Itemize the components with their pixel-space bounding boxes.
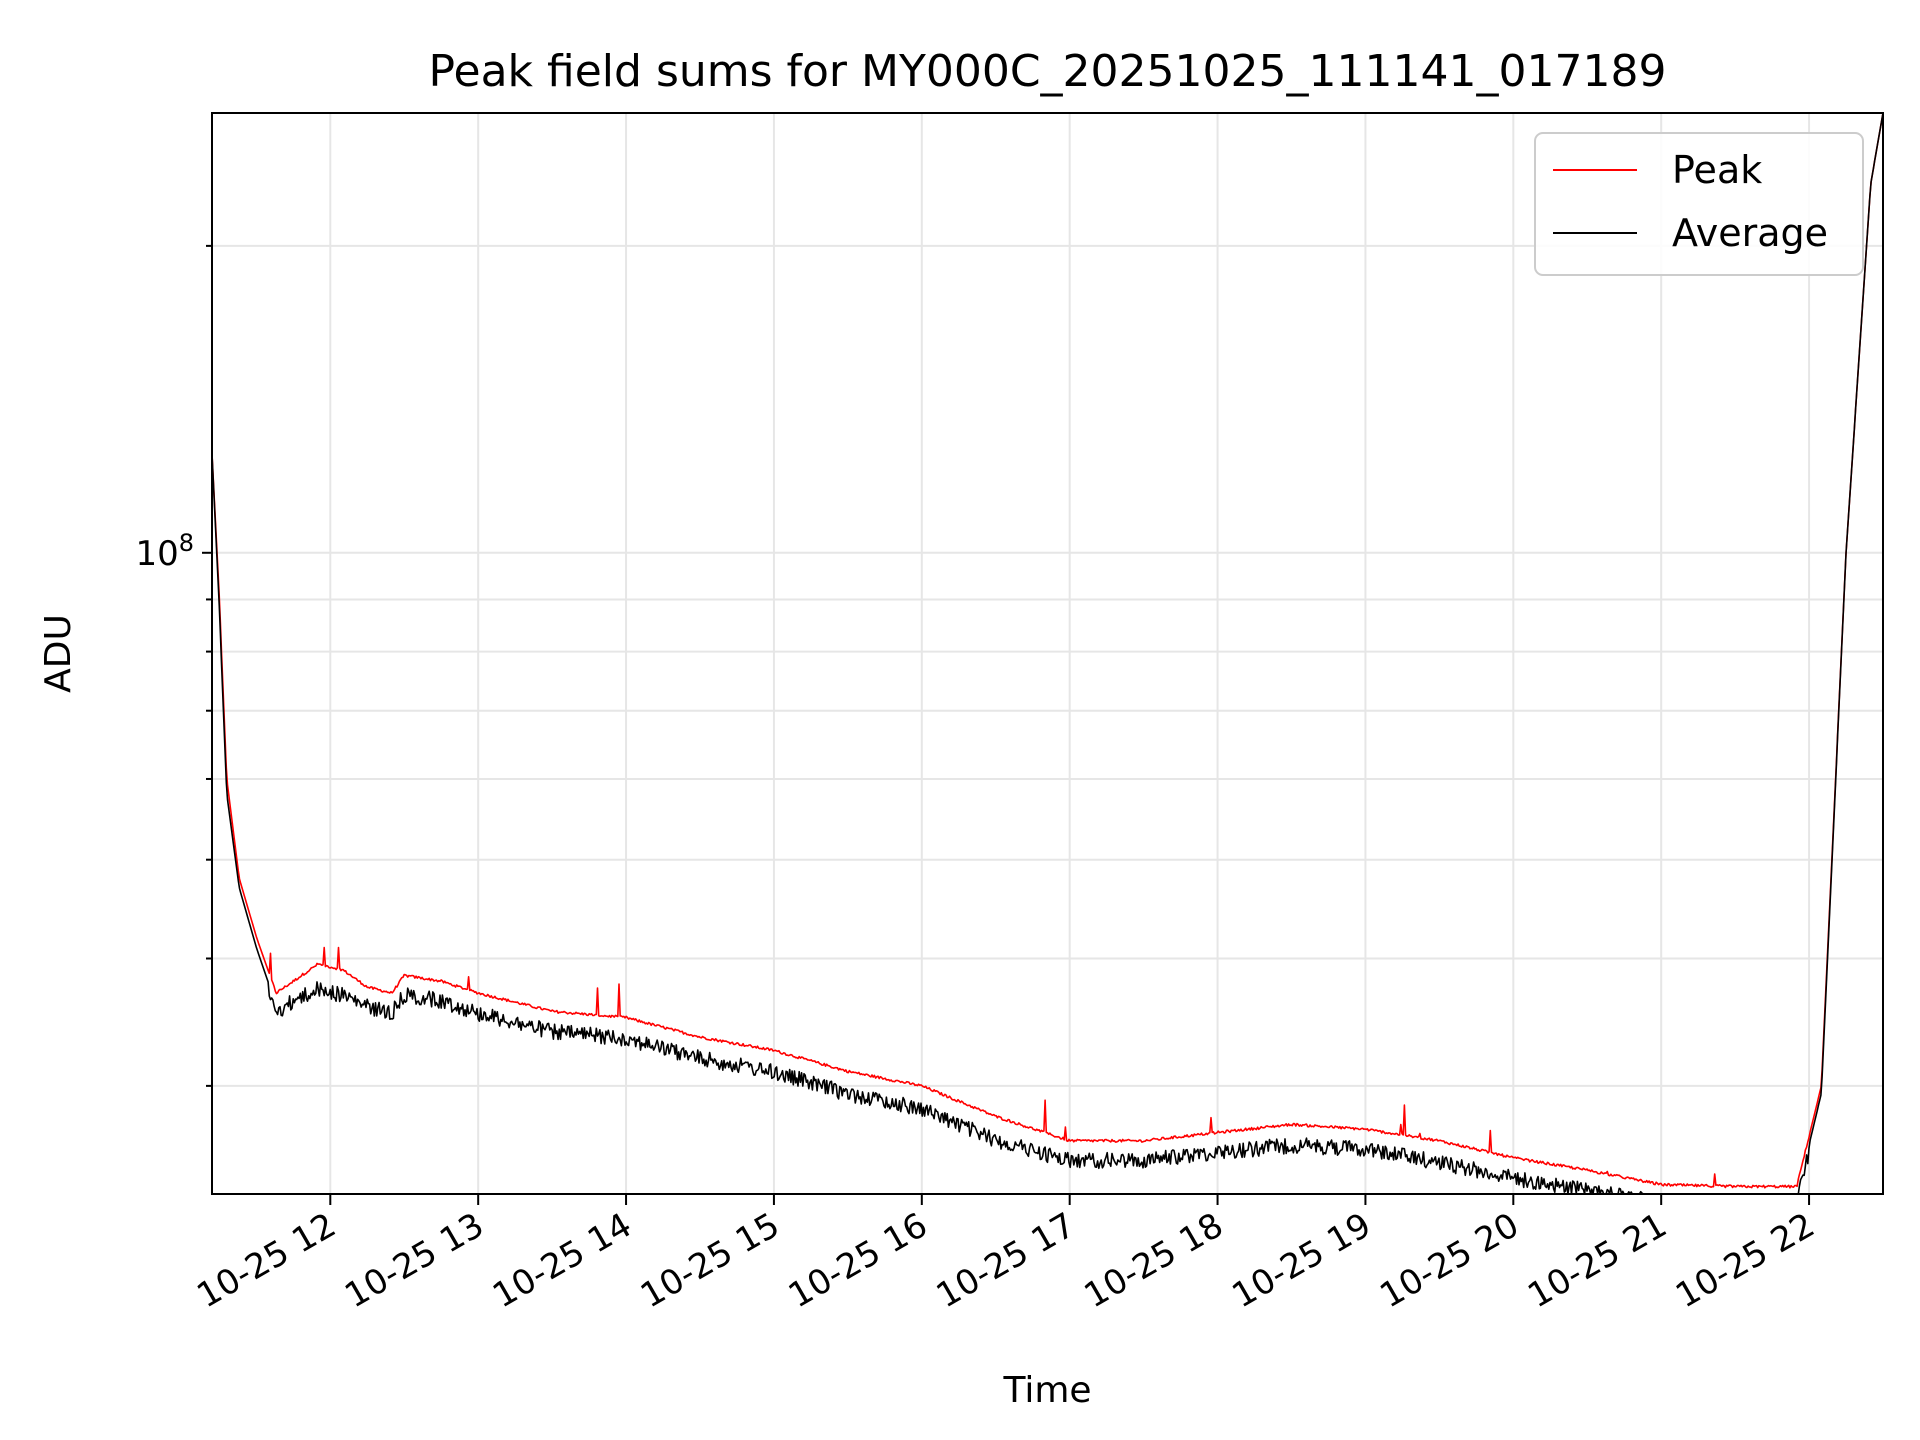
x-tick-label: 10-25 12 [190,1205,342,1316]
x-tick-label: 10-25 20 [1373,1205,1525,1316]
y-tick-label: 108 [135,529,194,574]
chart-title: Peak field sums for MY000C_20251025_1111… [429,46,1667,97]
series-line-peak [211,112,1884,1189]
x-tick-label: 10-25 13 [338,1205,490,1316]
x-axis-label: Time [1002,1370,1091,1411]
x-tick-label: 10-25 14 [486,1205,638,1316]
x-tick-label: 10-25 22 [1669,1205,1821,1316]
legend-label-average: Average [1672,211,1828,255]
plot-frame [211,112,1884,1195]
x-tick-label: 10-25 17 [930,1205,1082,1316]
x-tick-label: 10-25 16 [782,1205,934,1316]
y-axis-label: ADU [38,614,79,693]
legend-label-peak: Peak [1672,148,1762,192]
x-tick-label: 10-25 19 [1226,1205,1378,1316]
grid-lines [212,113,1883,1194]
x-tick-label: 10-25 21 [1521,1205,1673,1316]
legend: Peak Average [1534,132,1864,276]
x-tick-label: 10-25 15 [634,1205,786,1316]
x-tick-label: 10-25 18 [1078,1205,1230,1316]
legend-box [1534,132,1864,276]
